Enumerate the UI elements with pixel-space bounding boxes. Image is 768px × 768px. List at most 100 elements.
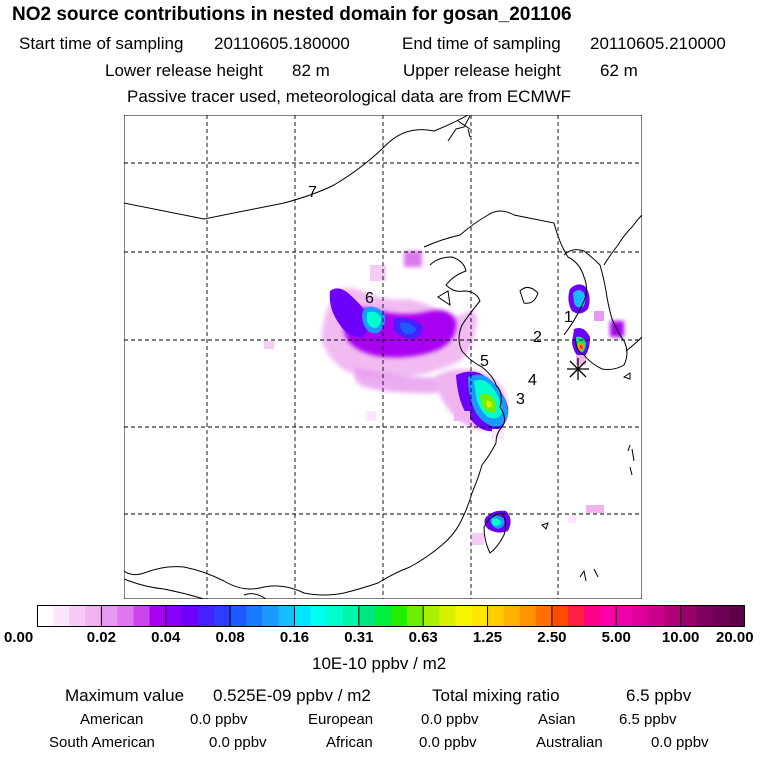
total-mixing-label: Total mixing ratio <box>432 686 560 705</box>
color-scale-unit: 10E-10 ppbv / m2 <box>312 654 447 673</box>
color-scale-swatch <box>101 605 118 627</box>
color-scale-swatch <box>648 605 666 627</box>
end-time-value: 20110605.210000 <box>590 34 726 53</box>
color-scale-swatch <box>262 605 279 627</box>
concentration-field <box>264 251 624 545</box>
color-scale-swatch <box>197 605 215 627</box>
coastlines <box>124 115 642 599</box>
color-scale-swatch <box>632 605 649 627</box>
region-label-6: 6 <box>365 290 374 307</box>
color-scale-frame <box>37 605 745 627</box>
color-scale-tick-label: 0.31 <box>344 629 374 646</box>
tracer-note: Passive tracer used, meteorological data… <box>127 87 572 106</box>
australian-label: Australian <box>536 734 603 751</box>
end-time-label: End time of sampling <box>402 34 561 53</box>
plume-korea <box>568 284 624 365</box>
upper-release-label: Upper release height <box>403 61 561 80</box>
color-scale-swatch <box>326 605 344 627</box>
color-scale-swatch <box>294 605 312 627</box>
region-label-5: 5 <box>480 353 489 370</box>
color-scale-swatch <box>69 605 86 627</box>
region-label-7: 7 <box>308 184 317 201</box>
color-scale-tick-label: 0.00 <box>4 629 34 646</box>
color-scale-tick-label: 1.25 <box>472 629 503 646</box>
color-scale-swatch <box>471 605 489 627</box>
color-scale-tick-label: 0.02 <box>86 629 116 646</box>
color-scale-swatch <box>568 605 585 627</box>
upper-release-value: 62 m <box>600 61 638 80</box>
region-label-2: 2 <box>533 329 542 346</box>
color-scale-swatch <box>358 605 376 627</box>
color-scale-swatch <box>374 605 392 627</box>
color-scale-swatch <box>423 605 440 627</box>
african-value: 0.0 ppbv <box>419 734 477 751</box>
australian-value: 0.0 ppbv <box>651 734 709 751</box>
max-value-label: Maximum value <box>65 686 185 705</box>
color-scale-swatch <box>535 605 553 627</box>
color-scale-swatch <box>680 605 698 627</box>
map-panel: 1 2 3 4 5 6 7 <box>124 115 642 599</box>
asterisk-station-marker <box>567 358 589 380</box>
color-scale-swatch <box>37 605 54 627</box>
color-scale-swatch <box>214 605 231 627</box>
color-scale-tick-label: 0.16 <box>279 629 310 646</box>
color-scale-swatch <box>117 605 135 627</box>
color-scale-tick-label: 2.50 <box>537 629 567 646</box>
color-scale-swatch <box>310 605 328 627</box>
color-scale-swatch <box>712 605 730 627</box>
region-label-4: 4 <box>528 372 537 389</box>
total-mixing-value: 6.5 ppbv <box>626 686 692 705</box>
color-scale-tick-label: 0.63 <box>408 629 438 646</box>
african-label: African <box>326 734 373 751</box>
color-scale-swatch <box>616 605 633 627</box>
start-time-label: Start time of sampling <box>19 34 184 53</box>
color-scale-swatch <box>696 605 714 627</box>
lower-release-label: Lower release height <box>105 61 263 80</box>
color-scale-swatch <box>230 605 247 627</box>
south-american-value: 0.0 ppbv <box>209 734 267 751</box>
color-scale-swatch <box>181 605 199 627</box>
color-scale-swatch <box>391 605 408 627</box>
american-label: American <box>80 711 144 728</box>
color-scale-bar <box>37 605 745 627</box>
color-scale-tick-label: 0.08 <box>215 629 245 646</box>
plot-title: NO2 source contributions in nested domai… <box>12 4 572 25</box>
color-scale-swatch <box>584 605 601 627</box>
max-value: 0.525E-09 ppbv / m2 <box>213 686 371 705</box>
region-label-3: 3 <box>516 391 525 408</box>
color-scale-swatch <box>165 605 183 627</box>
color-scale-swatch <box>728 605 745 627</box>
color-scale-swatch <box>246 605 263 627</box>
european-label: European <box>308 711 374 728</box>
color-scale-tick-label: 20.00 <box>716 629 754 646</box>
color-scale-swatch <box>149 605 167 627</box>
lat-lon-grid <box>124 115 642 599</box>
color-scale-swatch <box>503 605 521 627</box>
color-scale-swatch <box>278 605 295 627</box>
color-scale-swatch <box>407 605 424 627</box>
start-time-value: 20110605.180000 <box>214 34 350 53</box>
south-american-label: South American <box>49 734 155 751</box>
european-value: 0.0 ppbv <box>421 711 479 728</box>
plume-yangtze-delta <box>434 369 509 439</box>
lower-release-value: 82 m <box>292 61 330 80</box>
color-scale-swatch <box>439 605 456 627</box>
plume-north-china <box>264 251 477 421</box>
color-scale-tick-label: 0.04 <box>151 629 181 646</box>
color-scale-swatch <box>455 605 472 627</box>
asian-label: Asian <box>538 711 576 728</box>
color-scale-swatch <box>53 605 70 627</box>
color-scale-swatch <box>600 605 617 627</box>
color-scale-swatch <box>85 605 102 627</box>
region-label-1: 1 <box>564 309 573 326</box>
color-scale-tick-label: 5.00 <box>601 629 631 646</box>
color-scale-swatch <box>664 605 682 627</box>
color-scale-swatch <box>342 605 360 627</box>
color-scale-tick-label: 10.00 <box>661 629 700 646</box>
american-value: 0.0 ppbv <box>190 711 248 728</box>
asian-value: 6.5 ppbv <box>619 711 677 728</box>
plume-taiwan <box>472 505 604 545</box>
color-scale-swatch <box>519 605 537 627</box>
color-scale-swatch <box>133 605 151 627</box>
color-scale-swatch <box>487 605 505 627</box>
